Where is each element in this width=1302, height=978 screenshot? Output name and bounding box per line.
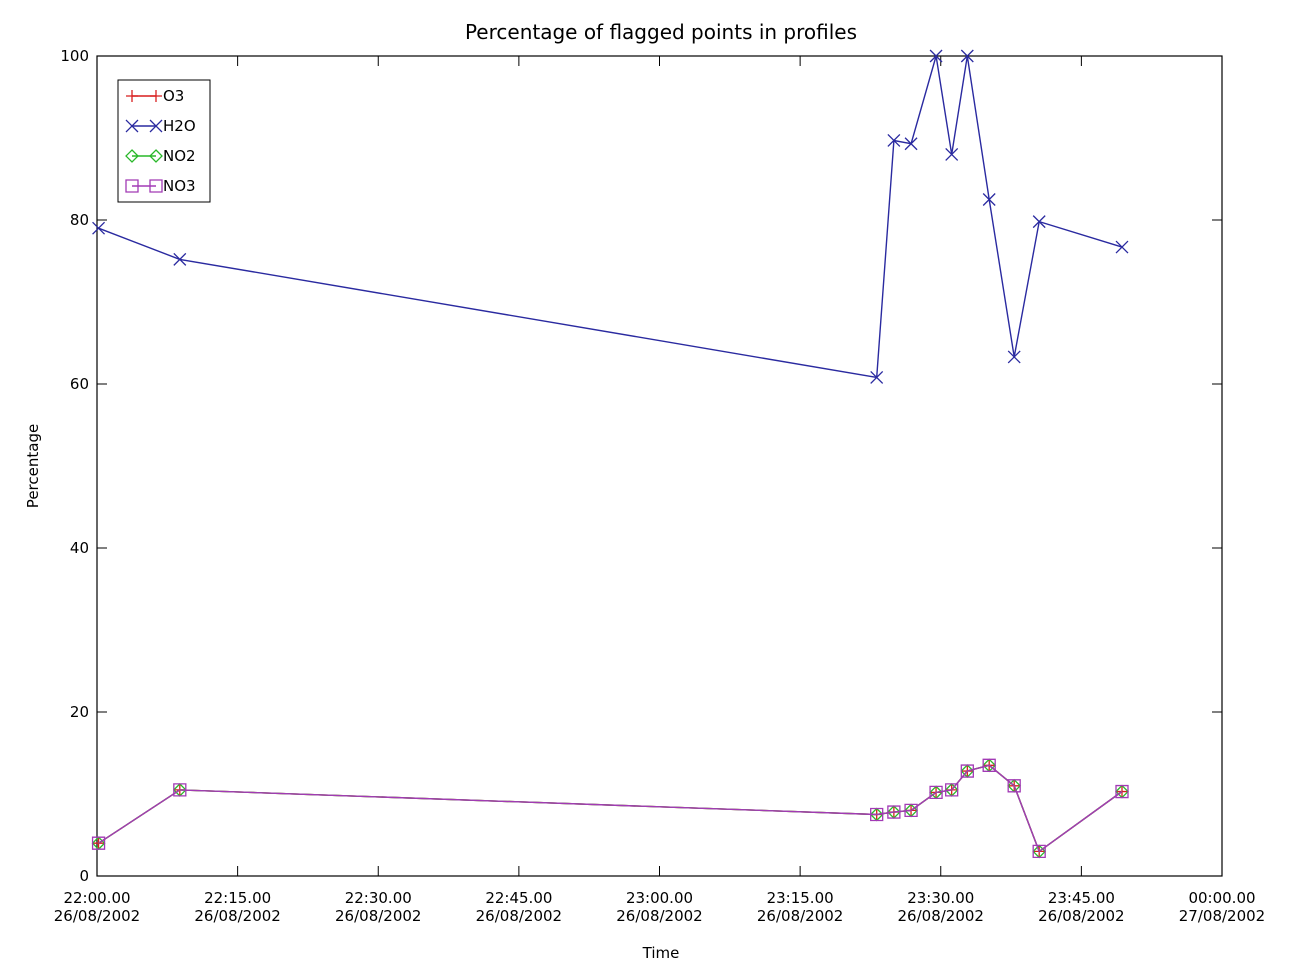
data-point-no3 <box>1115 784 1129 799</box>
legend-label-h2o: H2O <box>163 117 196 135</box>
x-axis-label: Time <box>642 944 680 962</box>
x-tick-time-label: 00:00.00 <box>1188 889 1255 907</box>
data-point-h2o <box>960 49 974 63</box>
series-line-o3 <box>98 764 1123 853</box>
x-tick-time-label: 22:30.00 <box>345 889 412 907</box>
y-tick-label: 0 <box>79 867 89 885</box>
y-tick-label: 80 <box>70 211 89 229</box>
ticks-layer: 02040608010022:00.0026/08/200222:15.0026… <box>54 47 1265 925</box>
x-tick-time-label: 23:15.00 <box>767 889 834 907</box>
data-point-no3 <box>91 836 106 850</box>
series-line-no3 <box>98 764 1123 853</box>
x-tick-date-label: 26/08/2002 <box>54 907 140 925</box>
y-tick-label: 40 <box>70 539 89 557</box>
series-layer <box>91 49 1129 859</box>
data-point-o3 <box>92 837 105 850</box>
legend-marker <box>149 149 163 163</box>
x-tick-time-label: 23:00.00 <box>626 889 693 907</box>
x-tick-date-label: 26/08/2002 <box>1038 907 1124 925</box>
data-point-h2o <box>1115 240 1129 254</box>
legend-marker <box>125 119 139 133</box>
data-point-no3 <box>904 803 918 818</box>
legend-marker <box>125 179 139 193</box>
plot-area <box>96 55 1223 877</box>
data-point-no3 <box>982 758 996 772</box>
x-tick-date-label: 26/08/2002 <box>476 907 562 925</box>
x-tick-date-label: 26/08/2002 <box>616 907 702 925</box>
data-point-no3 <box>1007 779 1021 793</box>
x-tick-date-label: 26/08/2002 <box>757 907 843 925</box>
x-tick-date-label: 26/08/2002 <box>335 907 421 925</box>
data-point-h2o <box>1032 215 1046 229</box>
legend-label-no3: NO3 <box>163 177 196 195</box>
data-point-h2o <box>945 147 959 161</box>
data-point-no3 <box>929 785 943 800</box>
series-no3 <box>91 758 1129 859</box>
y-tick-label: 20 <box>70 703 89 721</box>
legend-marker <box>149 119 163 133</box>
legend-label-o3: O3 <box>163 87 184 105</box>
legend-label-no2: NO2 <box>163 147 196 165</box>
y-tick-label: 60 <box>70 375 89 393</box>
x-tick-time-label: 22:45.00 <box>485 889 552 907</box>
data-point-h2o <box>1007 350 1021 364</box>
y-tick-label: 100 <box>60 47 89 65</box>
chart-title: Percentage of flagged points in profiles <box>465 20 857 44</box>
y-axis-label: Percentage <box>24 424 42 508</box>
series-h2o <box>92 49 1129 384</box>
data-point-h2o <box>929 49 943 63</box>
legend-marker <box>150 90 162 102</box>
x-tick-date-label: 26/08/2002 <box>898 907 984 925</box>
data-point-no3 <box>945 783 959 797</box>
legend-marker <box>149 179 163 193</box>
x-tick-time-label: 23:30.00 <box>907 889 974 907</box>
x-tick-time-label: 23:45.00 <box>1048 889 1115 907</box>
data-point-h2o <box>173 252 187 266</box>
x-tick-date-label: 26/08/2002 <box>194 907 280 925</box>
x-tick-time-label: 22:00.00 <box>63 889 130 907</box>
legend-box <box>117 79 211 203</box>
data-point-no3 <box>173 783 187 797</box>
data-point-h2o <box>887 134 901 147</box>
x-tick-time-label: 22:15.00 <box>204 889 271 907</box>
legend-marker <box>125 149 139 163</box>
legend-marker <box>126 90 138 102</box>
data-point-no3 <box>1032 844 1046 859</box>
data-point-no3 <box>887 805 901 819</box>
data-point-h2o <box>870 370 884 384</box>
data-point-h2o <box>982 193 996 206</box>
data-point-h2o <box>904 137 918 151</box>
x-tick-date-label: 27/08/2002 <box>1179 907 1265 925</box>
series-line-h2o <box>98 55 1123 379</box>
series-line-no2 <box>98 764 1123 853</box>
legend: O3 H2O NO2 NO3 <box>117 79 211 203</box>
data-point-h2o <box>92 221 106 235</box>
data-point-no3 <box>960 764 974 778</box>
data-point-no3 <box>870 807 884 822</box>
